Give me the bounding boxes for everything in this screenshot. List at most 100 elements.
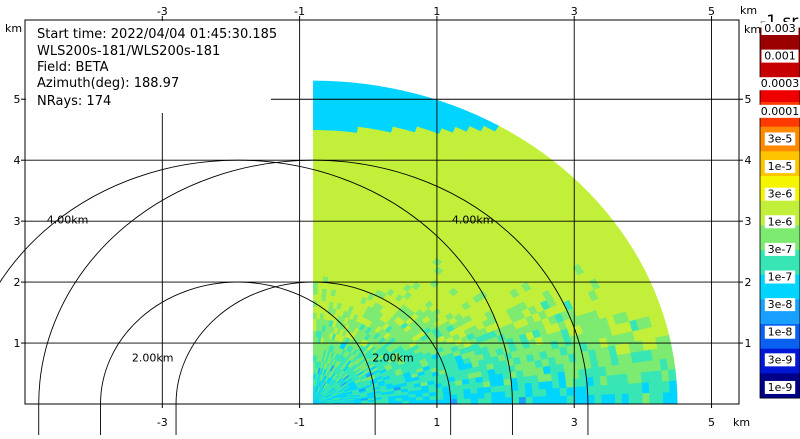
beta-cell: [331, 179, 341, 186]
beta-cell: [330, 197, 339, 204]
beta-cell: [552, 381, 560, 389]
azimuth-text: Azimuth(deg): 188.97: [37, 76, 179, 91]
beta-cell: [313, 294, 317, 300]
beta-cell: [320, 227, 327, 233]
beta-cell: [313, 264, 319, 270]
colorbar-label-text: 1e-9: [768, 381, 793, 394]
beta-cell: [533, 397, 540, 404]
colorbar-label-text: 1e-7: [768, 271, 793, 284]
beta-cell: [608, 394, 615, 404]
y-tick-label-left: 5: [14, 93, 21, 106]
beta-cell: [322, 185, 331, 192]
beta-cell: [485, 393, 492, 399]
beta-cell: [601, 385, 608, 395]
beta-cell: [622, 384, 629, 394]
beta-cell: [409, 397, 416, 400]
beta-cell: [471, 394, 478, 399]
beta-cell: [334, 143, 345, 150]
beta-cell: [663, 393, 670, 404]
range-ring-label: 4.00km: [452, 214, 494, 227]
beta-cell: [313, 99, 325, 105]
beta-cell: [560, 388, 567, 396]
y-tick-label-right: 1: [745, 337, 752, 350]
beta-cell: [321, 209, 329, 215]
beta-cell: [607, 375, 615, 385]
x-tick-label-top: 3: [571, 5, 578, 18]
beta-cell: [313, 233, 320, 239]
beta-cell: [402, 398, 409, 401]
beta-cell: [313, 215, 321, 221]
beta-cell: [443, 395, 450, 400]
beta-cell: [321, 203, 329, 209]
beta-cell: [324, 142, 335, 149]
beta-cell: [333, 149, 344, 156]
beta-cell: [327, 234, 334, 241]
beta-cell: [423, 397, 430, 401]
colorbar-label-text: 0.0003: [761, 77, 800, 90]
beta-cell: [325, 112, 337, 119]
beta-cell: [532, 390, 539, 397]
beta-cell: [477, 388, 484, 394]
beta-cell: [635, 383, 642, 394]
colorbar-label: 3e-8: [765, 298, 795, 311]
beta-cell: [566, 379, 574, 388]
beta-cell: [587, 386, 594, 395]
beta-cell: [663, 381, 671, 393]
beta-cell: [464, 394, 471, 399]
beta-cell: [574, 396, 581, 404]
beta-cell: [490, 381, 498, 387]
beta-cell: [471, 399, 478, 404]
beta-cell: [352, 83, 366, 90]
beta-cell: [491, 386, 498, 392]
beta-cell: [326, 81, 339, 88]
beta-cell: [322, 191, 331, 197]
beta-cell: [532, 383, 540, 391]
beta-cell: [313, 185, 322, 191]
beta-cell: [491, 392, 498, 398]
beta-cell: [330, 191, 339, 198]
x-tick-label-bottom: -3: [157, 416, 168, 429]
beta-cell: [313, 136, 324, 142]
beta-cell: [499, 398, 506, 404]
x-unit-bottom-label: km: [733, 416, 750, 429]
y-tick-label-right: 4: [745, 154, 752, 167]
beta-cell: [322, 179, 331, 186]
beta-cell: [668, 369, 676, 381]
beta-cell: [324, 124, 336, 131]
beta-cell: [531, 375, 539, 383]
beta-cell: [319, 264, 325, 270]
colorbar-label: 1e-7: [765, 271, 795, 284]
y-unit-left-label: km: [5, 22, 22, 35]
beta-cell: [505, 398, 512, 404]
beta-cell: [430, 396, 437, 400]
beta-cell: [323, 160, 333, 167]
beta-cell: [319, 246, 326, 252]
beta-cell: [476, 382, 484, 388]
beta-cell: [470, 388, 477, 394]
colorbar-label: 0.003: [762, 22, 799, 35]
beta-cell: [492, 398, 499, 404]
colorbar-label-text: 3e-9: [768, 353, 793, 366]
beta-cell: [595, 395, 602, 404]
beta-cell: [553, 396, 560, 404]
beta-cell: [519, 397, 526, 404]
beta-cell: [437, 396, 444, 400]
beta-cell: [497, 380, 505, 387]
beta-cell: [484, 387, 491, 393]
beta-cell: [483, 381, 491, 387]
beta-cell: [313, 227, 320, 233]
beta-cell: [498, 392, 505, 398]
colorbar-label-text: 0.001: [764, 50, 796, 63]
beta-cell: [313, 246, 319, 252]
beta-cell: [326, 87, 339, 94]
beta-cell: [634, 373, 642, 384]
beta-cell: [669, 381, 677, 393]
beta-cell: [313, 118, 325, 124]
beta-cell: [567, 396, 574, 404]
beta-cell: [600, 376, 608, 386]
beta-cell: [313, 209, 321, 215]
beta-cell: [325, 99, 337, 106]
beta-cell: [416, 397, 423, 401]
beta-cell: [539, 382, 547, 390]
beta-cell: [457, 399, 464, 404]
